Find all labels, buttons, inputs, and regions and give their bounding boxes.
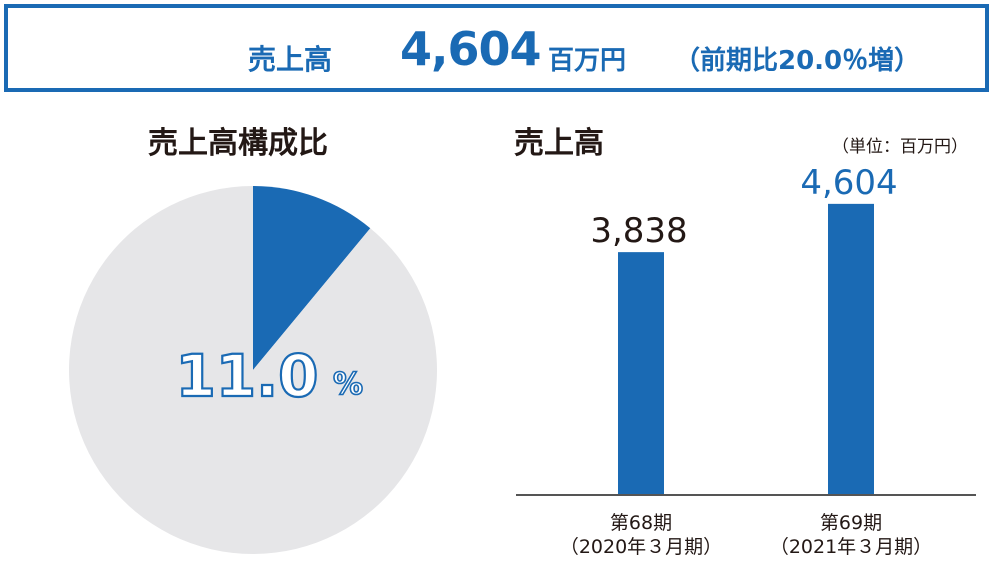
banner-value: 4,604: [400, 22, 542, 76]
banner-change: （前期比20.0％増）: [674, 46, 921, 76]
pie-center-label: 11.0: [175, 342, 318, 410]
summary-banner: 売上高 4,604 百万円 （前期比20.0％増）: [4, 4, 989, 92]
bar-chart-title: 売上高: [514, 126, 604, 161]
bar-0: [618, 252, 664, 494]
bar-value-label-1: 4,604: [800, 163, 897, 203]
bar-chart-unit-note: （単位：百万円）: [832, 137, 968, 157]
x-tick-label-1: 第69期: [820, 512, 882, 534]
bar-value-label-0: 3,838: [590, 211, 687, 251]
bar-1: [828, 203, 874, 494]
banner-label: 売上高: [248, 43, 333, 76]
pie-slice-0: [253, 186, 371, 370]
banner-unit: 百万円: [548, 46, 627, 76]
x-tick-label-0: 第68期: [610, 512, 672, 534]
pie-center-unit: %: [333, 367, 363, 402]
pie-chart-title: 売上高構成比: [148, 126, 328, 161]
x-tick-sublabel-1: （2021年３月期）: [770, 536, 932, 558]
x-tick-sublabel-0: （2020年３月期）: [560, 536, 722, 558]
pie-slice-1: [68, 186, 437, 554]
